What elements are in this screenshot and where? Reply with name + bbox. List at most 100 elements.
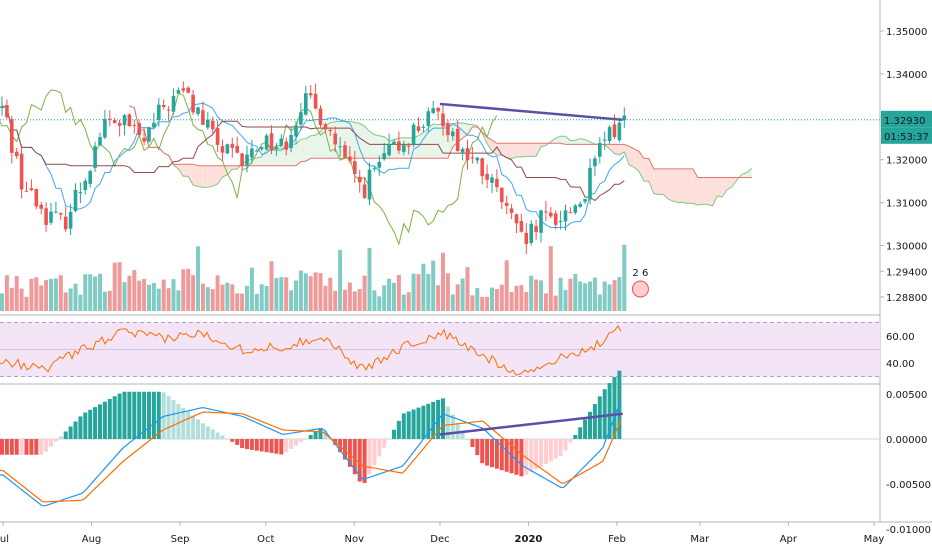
candle-bullish [539,209,543,243]
candle-bearish [441,104,445,136]
time-tick-label: Oct [257,534,274,545]
price-tick-label: 1.32000 [886,156,927,167]
volume-marker-label: 2 6 [632,268,648,279]
volume-bar [249,267,254,311]
candle-body [328,129,333,132]
macd-trendline[interactable] [439,412,623,436]
candle-bearish [524,223,529,255]
macd-histogram-bar [151,391,156,439]
cloud-bullish-segment [349,121,355,159]
volume-bar [421,263,426,311]
macd-histogram-bar [88,409,93,439]
price-tick-label: 1.30000 [886,242,927,253]
macd-histogram-bar [382,439,387,448]
volume-bar [318,273,323,311]
candle-body [308,93,313,96]
macd-histogram-bar [583,419,588,439]
macd-panel[interactable] [0,370,880,507]
candle-body [338,146,342,148]
time-axis[interactable]: Jul Aug Sep Oct Nov Dec 2020 Feb Mar Apr May [0,522,884,545]
candle-body [553,213,558,225]
candle-bearish [63,206,68,232]
volume-bar [328,277,333,311]
cloud-bullish-segment [379,135,385,159]
volume-bar [382,285,387,311]
candle-bearish [29,179,34,192]
candle-body [436,107,440,112]
candle-body [161,104,166,108]
macd-histogram-bar [166,396,171,439]
candle-bearish [333,126,337,153]
cloud-bearish-segment [653,168,659,195]
candle-body [544,211,548,213]
volume-bar [617,277,622,311]
macd-histogram-bar [147,391,151,439]
macd-histogram-bar [573,434,578,439]
volume-bar [450,294,455,311]
candle-body [78,192,83,194]
candle-body [539,210,543,233]
price-tick-label: 1.31000 [886,199,927,210]
rsi-tick-label: 40.00 [886,359,915,370]
candle-bearish [416,117,421,133]
macd-histogram-bar [387,438,392,440]
rsi-panel[interactable] [0,322,880,377]
cloud-bearish-segment [178,164,184,177]
volume-bar [196,246,200,311]
candle-bearish [480,157,484,185]
macd-histogram-bar [156,391,161,439]
cloud-bullish-segment [403,137,409,159]
candle-body [514,214,519,224]
candle-body [470,157,475,159]
volume-bar [93,276,98,311]
volume-bar [588,281,592,311]
candle-body [14,151,19,157]
candle-bullish [147,126,151,143]
price-panel[interactable] [0,81,880,255]
cloud-bearish-segment [697,177,703,206]
volume-bar [333,290,338,311]
volume-bar [147,284,151,311]
candle-bullish [622,107,627,128]
macd-histogram-bar [225,438,230,440]
cloud-bearish-segment [232,165,238,170]
volume-bar [592,277,597,311]
macd-histogram-bar [377,439,382,457]
price-trendline[interactable] [439,102,623,122]
candle-bearish [10,115,14,164]
time-tick-label: May [864,534,885,545]
macd-histogram-bar [254,439,259,451]
volume-bar [294,280,298,311]
candle-bullish [250,139,254,164]
candle-body [10,119,14,153]
macd-histogram-bar [29,439,34,455]
volume-bar [210,289,215,311]
candle-bearish [161,99,166,110]
countdown-badge[interactable] [881,127,932,144]
candle-bearish [308,85,313,99]
volume-bar [338,249,343,311]
candle-bearish [59,212,63,220]
candle-body [29,188,34,191]
volume-bar [240,293,245,311]
macd-histogram-bar [357,439,362,482]
volume-bar [254,293,259,311]
candle-bullish [411,122,416,148]
price-axis[interactable]: 1.350001.340001.330001.320001.310001.300… [880,27,932,536]
macd-histogram-bar [298,439,303,442]
cloud-bullish-segment [315,131,321,159]
candle-body [617,122,622,141]
macd-histogram-bar [485,439,490,466]
candle-body [225,144,230,154]
volume-bar [200,283,205,311]
macd-histogram-bar [543,439,548,465]
volume-bar [445,273,450,311]
volume-bar [504,260,509,311]
cloud-bearish-segment [707,177,713,206]
macd-histogram-bar [9,439,14,455]
volume-bar [499,284,504,311]
macd-histogram-bar [117,393,122,439]
candle-bullish [451,127,455,141]
candle-body [593,158,597,167]
price-badge[interactable] [881,110,932,128]
